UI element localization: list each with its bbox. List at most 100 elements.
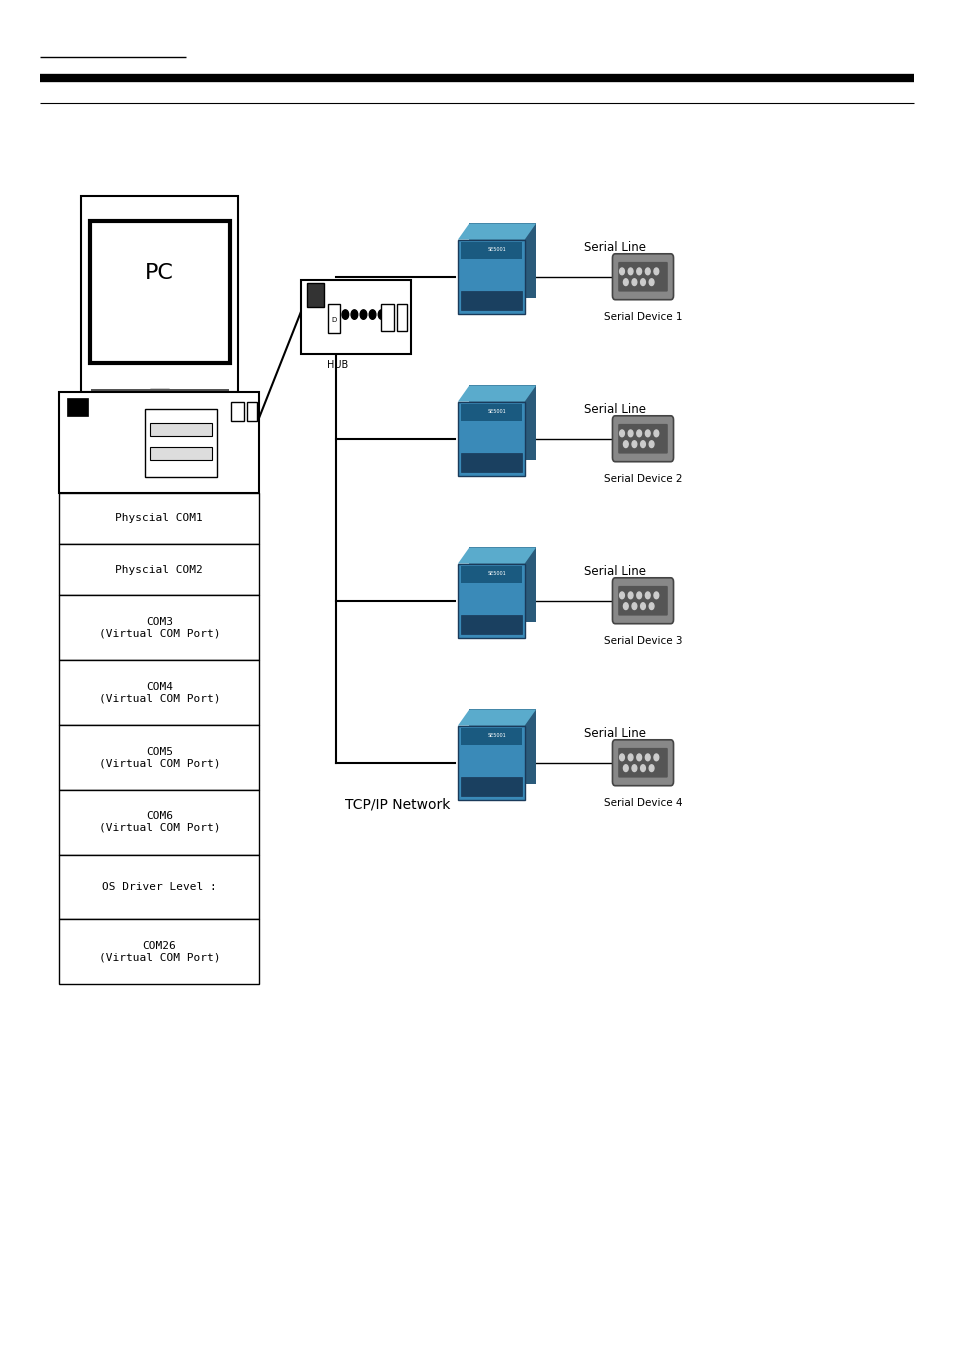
Bar xyxy=(460,454,521,472)
Bar xyxy=(145,409,216,477)
Bar xyxy=(91,389,229,397)
Text: COM6
(Virtual COM Port): COM6 (Virtual COM Port) xyxy=(98,811,220,833)
Circle shape xyxy=(631,602,637,610)
FancyBboxPatch shape xyxy=(612,578,673,624)
Circle shape xyxy=(637,267,640,275)
Circle shape xyxy=(369,310,375,319)
Circle shape xyxy=(640,764,644,772)
Polygon shape xyxy=(457,710,536,726)
Text: COM5
(Virtual COM Port): COM5 (Virtual COM Port) xyxy=(98,747,220,768)
Bar xyxy=(460,290,521,309)
Bar xyxy=(457,726,524,799)
Circle shape xyxy=(640,278,644,285)
Polygon shape xyxy=(457,223,536,240)
Circle shape xyxy=(623,440,627,448)
Text: Serial Device 3: Serial Device 3 xyxy=(603,636,681,645)
Bar xyxy=(59,595,259,660)
Text: SE5001: SE5001 xyxy=(487,571,506,575)
Bar xyxy=(59,660,259,725)
Bar xyxy=(469,223,536,298)
Text: SE5001: SE5001 xyxy=(487,409,506,413)
FancyBboxPatch shape xyxy=(618,262,667,292)
Bar xyxy=(59,725,259,790)
Bar xyxy=(81,196,238,392)
Bar xyxy=(247,402,256,421)
Circle shape xyxy=(619,267,623,275)
Bar xyxy=(150,423,212,436)
Circle shape xyxy=(637,429,640,437)
Circle shape xyxy=(631,278,637,285)
Circle shape xyxy=(631,764,637,772)
Circle shape xyxy=(654,267,659,275)
Circle shape xyxy=(644,753,650,761)
Bar xyxy=(396,304,407,331)
Bar xyxy=(460,243,521,259)
Text: SE5001: SE5001 xyxy=(487,733,506,737)
Text: COM26
(Virtual COM Port): COM26 (Virtual COM Port) xyxy=(98,941,220,963)
Circle shape xyxy=(654,429,659,437)
Circle shape xyxy=(648,602,654,610)
Bar xyxy=(59,392,259,493)
Circle shape xyxy=(648,440,654,448)
FancyBboxPatch shape xyxy=(618,424,667,454)
Circle shape xyxy=(644,591,650,599)
Bar xyxy=(59,919,259,984)
Text: COM4
(Virtual COM Port): COM4 (Virtual COM Port) xyxy=(98,682,220,703)
Text: SE5001: SE5001 xyxy=(487,247,506,251)
Text: HUB: HUB xyxy=(327,360,348,370)
Bar xyxy=(328,304,339,333)
Circle shape xyxy=(377,310,384,319)
Circle shape xyxy=(351,310,357,319)
Text: Serial Device 1: Serial Device 1 xyxy=(603,312,681,321)
Bar xyxy=(380,304,394,331)
Polygon shape xyxy=(457,386,536,402)
Circle shape xyxy=(631,440,637,448)
Circle shape xyxy=(654,753,659,761)
Bar xyxy=(90,221,230,363)
Bar xyxy=(460,567,521,583)
Bar xyxy=(150,447,212,460)
Text: OS Driver Level :: OS Driver Level : xyxy=(102,882,216,892)
Bar xyxy=(301,279,411,354)
Text: COM3
(Virtual COM Port): COM3 (Virtual COM Port) xyxy=(98,617,220,639)
Bar xyxy=(59,493,259,544)
FancyBboxPatch shape xyxy=(612,416,673,462)
Bar xyxy=(457,240,524,315)
Circle shape xyxy=(627,591,633,599)
Circle shape xyxy=(623,764,627,772)
Circle shape xyxy=(640,440,644,448)
Circle shape xyxy=(387,310,394,319)
Text: Physcial COM1: Physcial COM1 xyxy=(115,513,203,524)
Bar xyxy=(59,790,259,855)
Bar xyxy=(460,778,521,796)
Circle shape xyxy=(623,602,627,610)
Circle shape xyxy=(648,764,654,772)
Text: Serial Line: Serial Line xyxy=(583,402,645,416)
Text: D: D xyxy=(331,317,336,323)
Bar xyxy=(460,616,521,634)
Circle shape xyxy=(637,591,640,599)
Circle shape xyxy=(654,591,659,599)
Text: Serial Device 4: Serial Device 4 xyxy=(603,798,681,807)
Circle shape xyxy=(637,753,640,761)
FancyBboxPatch shape xyxy=(612,740,673,786)
Circle shape xyxy=(619,591,623,599)
Bar xyxy=(460,405,521,421)
Text: Serial Line: Serial Line xyxy=(583,240,645,254)
FancyBboxPatch shape xyxy=(612,254,673,300)
FancyBboxPatch shape xyxy=(618,586,667,616)
Bar xyxy=(59,855,259,919)
Bar xyxy=(151,389,170,402)
Bar xyxy=(231,402,244,421)
Circle shape xyxy=(619,753,623,761)
Text: Serial Line: Serial Line xyxy=(583,564,645,578)
Circle shape xyxy=(627,267,633,275)
Circle shape xyxy=(644,429,650,437)
Circle shape xyxy=(341,310,349,319)
Text: Serial Device 2: Serial Device 2 xyxy=(603,474,681,483)
Bar xyxy=(59,544,259,595)
Bar xyxy=(67,398,88,416)
Bar xyxy=(457,401,524,475)
Text: TCP/IP Network: TCP/IP Network xyxy=(345,798,450,811)
Text: Physcial COM2: Physcial COM2 xyxy=(115,564,203,575)
